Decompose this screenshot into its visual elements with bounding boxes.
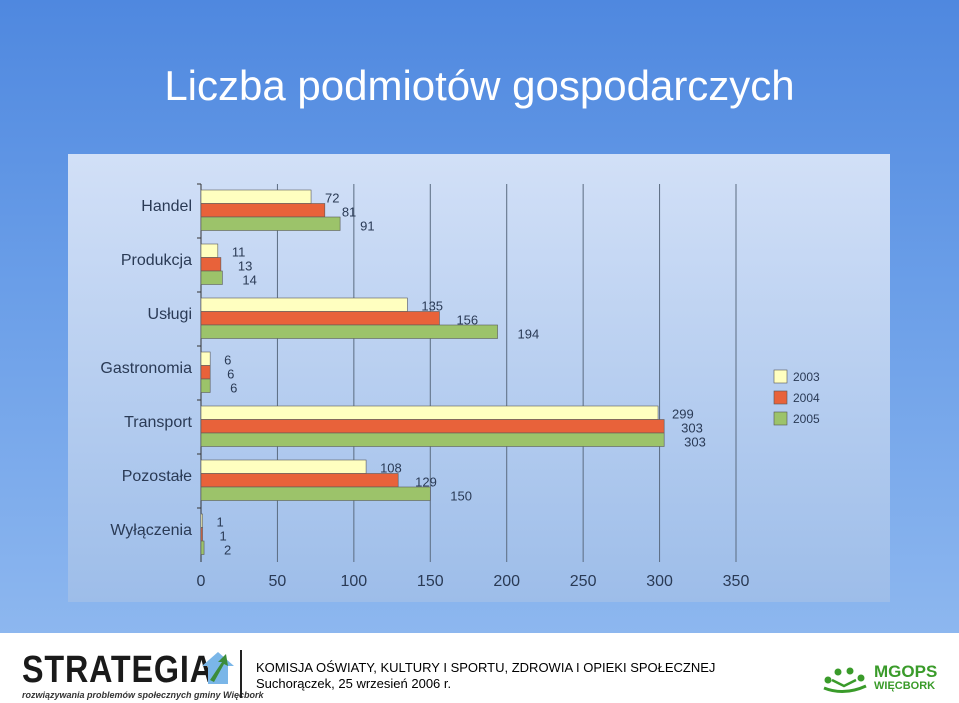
x-tick-label: 200 [493,573,520,590]
bar-2004-5 [200,473,399,488]
data-label: 13 [238,259,252,274]
category-label: Gastronomia [100,360,192,377]
bar-2004-1 [200,257,222,272]
data-label: 1 [220,529,227,544]
data-label: 303 [684,435,706,450]
category-label: Handel [141,198,192,215]
category-label: Pozostałe [122,468,192,485]
bar-2004-2 [200,311,440,326]
bar-2005-4 [200,432,665,447]
legend-label: 2005 [793,412,820,426]
data-label: 129 [415,475,437,490]
strategia-logo: STRATEGIA rozwiązywania problemów społec… [22,649,263,700]
data-label: 156 [456,313,478,328]
x-tick-label: 300 [646,573,673,590]
data-label: 108 [380,461,402,476]
data-label: 11 [232,245,246,260]
house-arrow-icon [202,652,234,684]
legend-label: 2004 [793,391,820,405]
bar-2005-5 [200,486,431,501]
data-label: 6 [227,367,234,382]
bar-2003-0 [200,189,312,204]
bar-2005-3 [200,378,211,393]
bars [200,189,665,555]
data-label: 2 [224,543,231,558]
bar-2004-4 [200,419,665,434]
legend: 2003 2004 2005 [773,369,820,426]
bar-2005-6 [200,540,205,555]
legend-swatch-2005 [773,411,788,426]
logo-word: STRATEGIA [22,649,214,691]
bar-2005-2 [200,324,498,339]
slide-title: Liczba podmiotów gospodarczych [164,62,795,109]
bar-2003-2 [200,297,408,312]
data-label: 299 [672,407,694,422]
category-label: Wyłączenia [110,522,192,539]
mgops-logo: MGOPS WIĘCBORK [822,662,947,696]
category-label: Usługi [148,306,192,323]
commission-name: KOMISJA OŚWIATY, KULTURY I SPORTU, ZDROW… [256,660,716,675]
data-label: 1 [217,515,224,530]
bar-2003-6 [200,513,203,528]
data-labels: 7281911113141351561946662993033031081291… [217,191,706,558]
slide-background: Liczba podmiotów gospodarczych 72 81 91 11 1… [0,0,959,633]
x-tick-label: 150 [417,573,444,590]
data-label: 81 [342,205,356,220]
meeting-place-date: Suchorączek, 25 wrzesień 2006 r. [256,676,452,691]
data-label: 303 [681,421,703,436]
bar-2005-1 [200,270,223,285]
bar-2003-5 [200,459,367,474]
mgops-name: MGOPS [874,662,938,681]
x-tick-label: 50 [269,573,287,590]
legend-swatch-2003 [773,369,788,384]
bar-2003-1 [200,243,219,258]
bar-2003-4 [200,405,659,420]
grid-lines [197,183,737,562]
x-tick-label: 250 [570,573,597,590]
bar-2004-3 [200,365,211,380]
data-label: 6 [224,353,231,368]
x-tick-label: 350 [723,573,750,590]
bar-2004-0 [200,203,326,218]
data-label: 6 [230,381,237,396]
x-tick-label: 100 [341,573,368,590]
footer-divider [240,650,242,698]
people-circle-icon [823,667,867,693]
data-label: 150 [450,489,472,504]
bar-chart: 7281911113141351561946662993033031081291… [100,183,820,590]
data-label: 72 [325,191,339,206]
data-label: 91 [360,219,374,234]
legend-label: 2003 [793,370,820,384]
logo-subtitle: rozwiązywania problemów społecznych gmin… [22,690,264,700]
category-label: Transport [124,414,192,431]
chart-panel: 72 81 91 11 13 14 135 156 194 6 6 6 299 303 303 108 129 1… [68,154,890,602]
legend-swatch-2004 [773,390,788,405]
x-axis-ticks: 0 50 100 150 200 250 300 350 [197,573,750,590]
bar-2005-0 [200,216,341,231]
data-label: 135 [421,299,443,314]
bar-2004-6 [200,527,203,542]
bar-2003-3 [200,351,211,366]
data-label: 14 [242,273,256,288]
data-label: 194 [518,327,540,342]
category-labels: Handel Produkcja Usługi Gastronomia Transpor… [100,198,192,539]
footer [0,633,959,703]
x-tick-label: 0 [197,573,206,590]
mgops-town: WIĘCBORK [874,680,936,692]
category-label: Produkcja [121,252,192,269]
